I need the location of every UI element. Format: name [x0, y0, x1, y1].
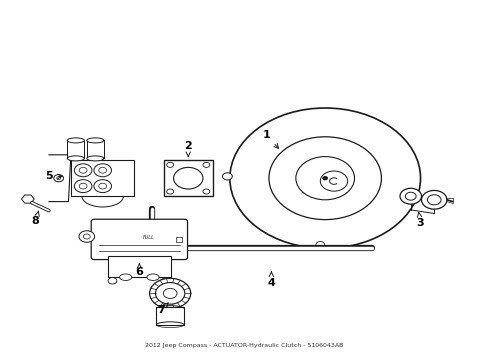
Circle shape [54, 175, 63, 182]
Circle shape [57, 177, 61, 180]
Text: 1: 1 [262, 130, 278, 148]
Ellipse shape [146, 274, 159, 280]
Circle shape [203, 189, 209, 194]
Circle shape [79, 167, 87, 173]
Circle shape [163, 288, 177, 298]
Text: 5: 5 [45, 171, 62, 181]
Circle shape [166, 162, 173, 167]
Circle shape [315, 242, 324, 248]
Circle shape [295, 157, 354, 200]
Circle shape [421, 190, 446, 209]
Ellipse shape [67, 156, 84, 161]
Circle shape [427, 195, 440, 205]
Text: 7: 7 [157, 303, 168, 315]
Circle shape [74, 164, 92, 177]
Circle shape [222, 173, 232, 180]
Circle shape [162, 278, 170, 284]
Ellipse shape [67, 138, 84, 143]
Ellipse shape [87, 138, 104, 143]
Text: 4: 4 [267, 272, 275, 288]
Text: 3: 3 [416, 212, 424, 228]
Circle shape [203, 162, 209, 167]
Circle shape [108, 278, 117, 284]
Text: 6: 6 [135, 264, 143, 277]
Text: 2: 2 [184, 141, 192, 157]
Circle shape [94, 164, 111, 177]
Circle shape [79, 183, 87, 189]
Text: 8: 8 [32, 211, 40, 226]
Circle shape [149, 278, 190, 309]
Circle shape [83, 234, 90, 239]
Bar [87, 140, 103, 158]
Bar [107, 256, 171, 277]
Circle shape [155, 283, 184, 304]
Polygon shape [49, 155, 71, 202]
Circle shape [399, 188, 421, 204]
Text: 2012 Jeep Compass - ACTUATOR-Hydraulic Clutch - 5106043AB: 2012 Jeep Compass - ACTUATOR-Hydraulic C… [145, 343, 343, 348]
Circle shape [94, 180, 111, 193]
Circle shape [229, 108, 420, 248]
Circle shape [268, 137, 381, 220]
Ellipse shape [173, 167, 203, 189]
Text: FULL: FULL [143, 235, 155, 240]
Circle shape [74, 180, 92, 193]
Bar [163, 160, 212, 196]
Ellipse shape [87, 156, 104, 161]
FancyBboxPatch shape [91, 219, 187, 260]
Bar [175, 237, 181, 242]
Circle shape [320, 171, 347, 191]
Bar [67, 140, 84, 158]
Ellipse shape [119, 274, 131, 280]
Circle shape [79, 231, 94, 242]
Circle shape [99, 167, 106, 173]
Bar [71, 160, 134, 196]
Circle shape [405, 192, 415, 200]
Circle shape [166, 189, 173, 194]
Bar [156, 307, 183, 325]
Circle shape [322, 176, 327, 180]
Circle shape [99, 183, 106, 189]
